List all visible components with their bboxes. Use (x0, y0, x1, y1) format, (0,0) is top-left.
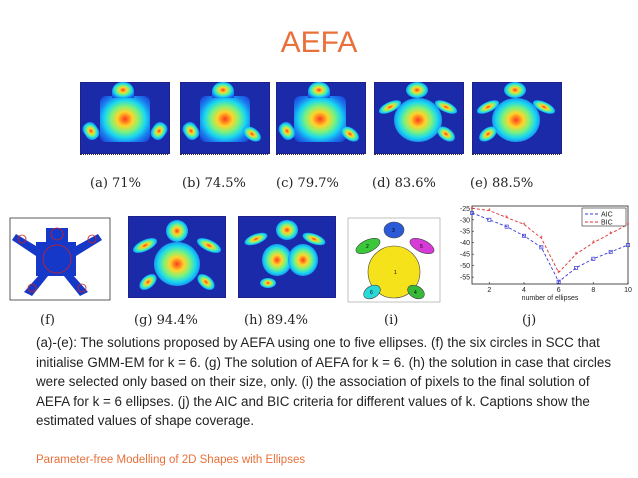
figure-e (464, 82, 562, 158)
caption-f: (f) (40, 313, 55, 328)
cluster-label-3: 3 (392, 228, 395, 234)
data-point-bic: * (540, 236, 543, 243)
cluster-label-2: 2 (366, 244, 369, 250)
x-tick-label: 10 (624, 287, 632, 294)
cluster-label-5: 5 (420, 244, 423, 250)
figure-f (9, 217, 111, 301)
x-tick-label: 8 (591, 287, 595, 294)
slide-footer: Parameter-free Modelling of 2D Shapes wi… (36, 454, 306, 466)
y-tick-label: -55 (460, 275, 470, 282)
data-point-bic: * (592, 240, 595, 247)
caption-i: (i) (384, 313, 399, 328)
data-point-aic (504, 224, 509, 229)
x-tick-label: 4 (522, 287, 526, 294)
y-tick-label: -25 (460, 206, 470, 213)
figure-b (172, 82, 270, 158)
data-point-bic: * (557, 270, 560, 277)
data-point-bic: * (505, 215, 508, 222)
slide-title: AEFA (280, 26, 358, 59)
data-point-aic (591, 256, 596, 261)
figure-h (234, 216, 336, 300)
figure-a (72, 82, 170, 158)
caption-j: (j) (522, 313, 537, 328)
figure-description: (a)-(e): The solutions proposed by AEFA … (36, 335, 612, 429)
series-line-aic (471, 212, 629, 283)
data-point-aic (470, 210, 474, 215)
aic-bic-chart: -25 -30 -35 -40 -45 -50 -55 2 4 6 8 10 number of ell… (460, 205, 632, 302)
caption-b: (b) 74.5% (182, 176, 246, 191)
legend-box (581, 207, 627, 227)
x-tick-label: 6 (557, 287, 561, 294)
caption-a: (a) 71% (90, 176, 141, 191)
data-point-bic: * (609, 231, 612, 238)
x-axis-label: number of ellipses (522, 295, 579, 302)
y-tick-label: -45 (460, 252, 470, 259)
y-tick-label: -35 (460, 229, 470, 236)
y-tick-label: -50 (460, 263, 470, 270)
y-tick-label: -40 (460, 240, 470, 247)
figure-i: 1 2 3 4 5 6 (347, 217, 441, 303)
data-point-aic (626, 243, 630, 247)
figure-g (124, 216, 226, 300)
data-point-bic: * (471, 206, 474, 213)
figure-d (366, 82, 464, 158)
caption-h: (h) 89.4% (244, 313, 308, 328)
series-line-bic (471, 207, 629, 274)
caption-d: (d) 83.6% (372, 176, 436, 191)
data-point-aic (608, 249, 613, 254)
legend-label-bic: BIC (601, 220, 613, 227)
caption-c: (c) 79.7% (276, 176, 339, 191)
cluster-label-4: 4 (414, 290, 417, 296)
data-point-bic: * (575, 252, 578, 259)
data-point-bic: * (627, 222, 630, 229)
figure-c (268, 82, 366, 158)
caption-g: (g) 94.4% (134, 313, 198, 328)
data-point-bic: * (488, 208, 491, 215)
data-point-bic: * (523, 222, 526, 229)
cluster-label-1: 1 (394, 270, 397, 276)
data-point-aic (522, 233, 526, 238)
data-point-aic (574, 265, 578, 270)
data-point-aic (556, 279, 561, 284)
legend-label-aic: AIC (601, 212, 613, 219)
y-tick-label: -30 (460, 217, 470, 224)
data-point-aic (487, 217, 492, 222)
cluster-label-6: 6 (370, 290, 373, 296)
data-point-aic (539, 245, 544, 250)
caption-e: (e) 88.5% (470, 176, 534, 191)
x-tick-label: 2 (487, 287, 491, 294)
